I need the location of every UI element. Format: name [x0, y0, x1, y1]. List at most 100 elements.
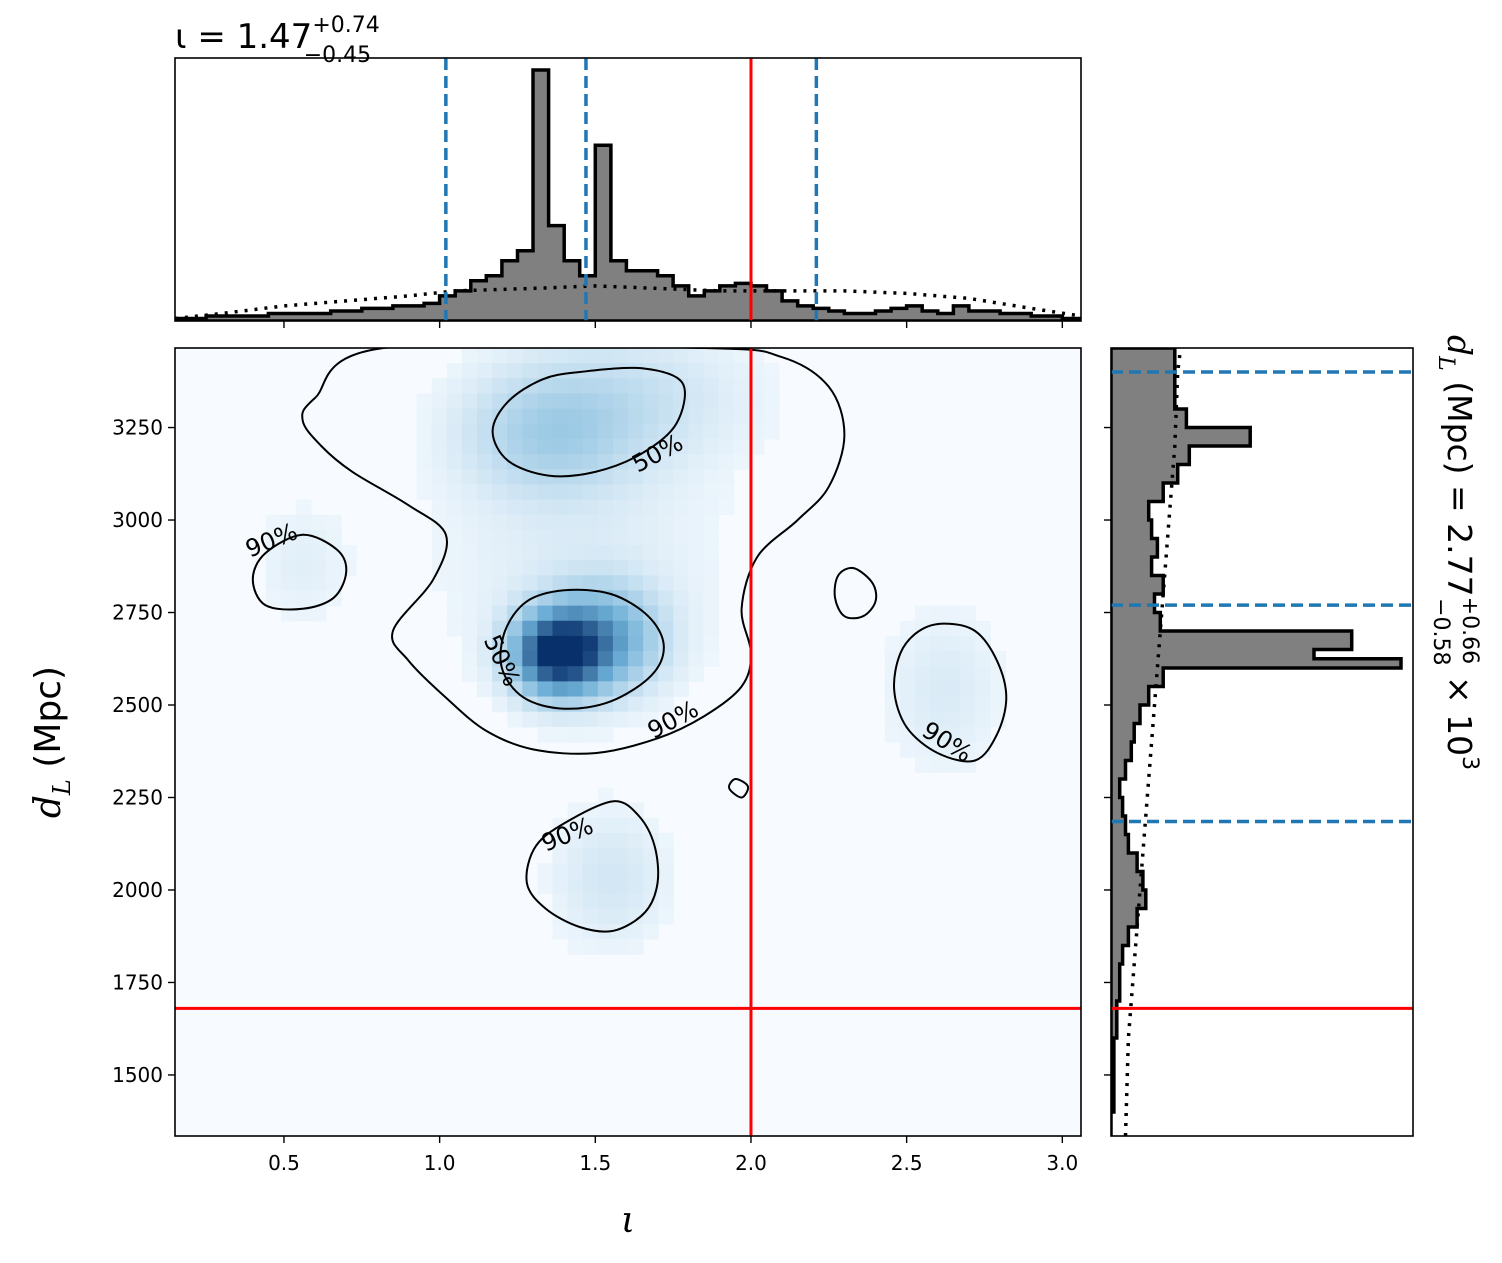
density-cell: [960, 651, 976, 667]
density-cell: [658, 893, 674, 910]
density-cell: [643, 560, 659, 576]
density-cell: [265, 575, 282, 592]
density-cell: [930, 651, 946, 667]
density-cell: [507, 378, 523, 395]
density-cell: [446, 529, 463, 546]
density-cell: [628, 363, 644, 379]
density-cell: [658, 908, 674, 925]
density-cell: [582, 939, 599, 955]
density-cell: [446, 408, 463, 425]
density-cell: [537, 514, 554, 531]
density-cell: [612, 620, 629, 637]
y-tick-label: 2750: [112, 601, 163, 625]
density-cell: [899, 666, 916, 682]
density-cell: [628, 696, 644, 713]
density-cell: [582, 893, 599, 910]
density-cell: [507, 423, 523, 440]
density-cell: [507, 469, 523, 485]
density-cell: [643, 848, 659, 864]
density-cell: [461, 590, 478, 607]
density-cell: [612, 423, 629, 440]
density-cell: [688, 393, 705, 410]
density-cell: [492, 635, 508, 652]
density-cell: [628, 666, 644, 682]
density-cell: [537, 454, 554, 470]
density-cell: [477, 529, 493, 546]
density-cell: [597, 438, 614, 455]
density-cell: [658, 484, 674, 501]
density-cell: [507, 696, 523, 713]
contour-90pct: [525, 800, 660, 933]
density-cell: [582, 529, 599, 546]
density-cell: [884, 681, 901, 698]
density-cell: [673, 469, 689, 485]
distance-histogram: [1111, 348, 1413, 1136]
density-cell: [582, 348, 599, 364]
density-cell: [280, 590, 297, 607]
density-cell: [688, 363, 705, 379]
density-cell: [492, 423, 508, 440]
density-cell: [597, 908, 614, 925]
density-cell: [446, 393, 463, 410]
density-cell: [658, 832, 674, 849]
top-panel-ticks: [283, 321, 1064, 328]
density-cell: [477, 560, 493, 576]
density-cell: [492, 590, 508, 607]
density-cell: [582, 651, 599, 667]
density-cell: [431, 393, 448, 410]
density-cell: [537, 651, 554, 667]
density-cell: [612, 848, 629, 864]
density-cell: [703, 605, 720, 622]
density-cell: [507, 711, 523, 728]
density-cell: [295, 545, 312, 561]
y-tick-label: 2500: [112, 693, 163, 717]
density-cell: [990, 681, 1007, 698]
density-cell: [763, 363, 780, 379]
density-cell: [628, 484, 644, 501]
density-cell: [914, 711, 931, 728]
density-cell: [295, 590, 312, 607]
density-cell: [612, 605, 629, 622]
density-cell: [612, 939, 629, 955]
density-cell: [492, 696, 508, 713]
density-cell: [492, 545, 508, 561]
density-cell: [326, 560, 342, 576]
density-cell: [567, 711, 584, 728]
density-cell: [612, 348, 629, 364]
density-cell: [567, 620, 584, 637]
density-cell: [597, 651, 614, 667]
density-cell: [597, 363, 614, 379]
density-cell: [658, 605, 674, 622]
density-cell: [552, 423, 569, 440]
density-cell: [310, 545, 327, 561]
density-cell: [461, 651, 478, 667]
density-cell: [673, 438, 689, 455]
y-tick-label: 2000: [112, 878, 163, 902]
density-cell: [446, 363, 463, 379]
density-cell: [673, 454, 689, 470]
density-cell: [673, 423, 689, 440]
density-cell: [507, 590, 523, 607]
density-cell: [628, 817, 644, 834]
density-cell: [643, 484, 659, 501]
density-cell: [612, 529, 629, 546]
density-cell: [582, 908, 599, 925]
density-cell: [945, 635, 961, 652]
density-cell: [537, 423, 554, 440]
density-cell: [673, 651, 689, 667]
density-cell: [658, 878, 674, 895]
density-cell: [507, 363, 523, 379]
density-cell: [597, 499, 614, 516]
density-cell: [658, 575, 674, 592]
density-cell: [507, 651, 523, 667]
density-cell: [492, 514, 508, 531]
density-cell: [643, 620, 659, 637]
density-cell: [567, 545, 584, 561]
density-cell: [975, 635, 991, 652]
density-cell: [597, 545, 614, 561]
density-cell: [492, 348, 508, 364]
density-cell: [522, 438, 538, 455]
density-cell: [507, 545, 523, 561]
density-cell: [658, 408, 674, 425]
right-panel-ticks: [1104, 426, 1111, 1076]
